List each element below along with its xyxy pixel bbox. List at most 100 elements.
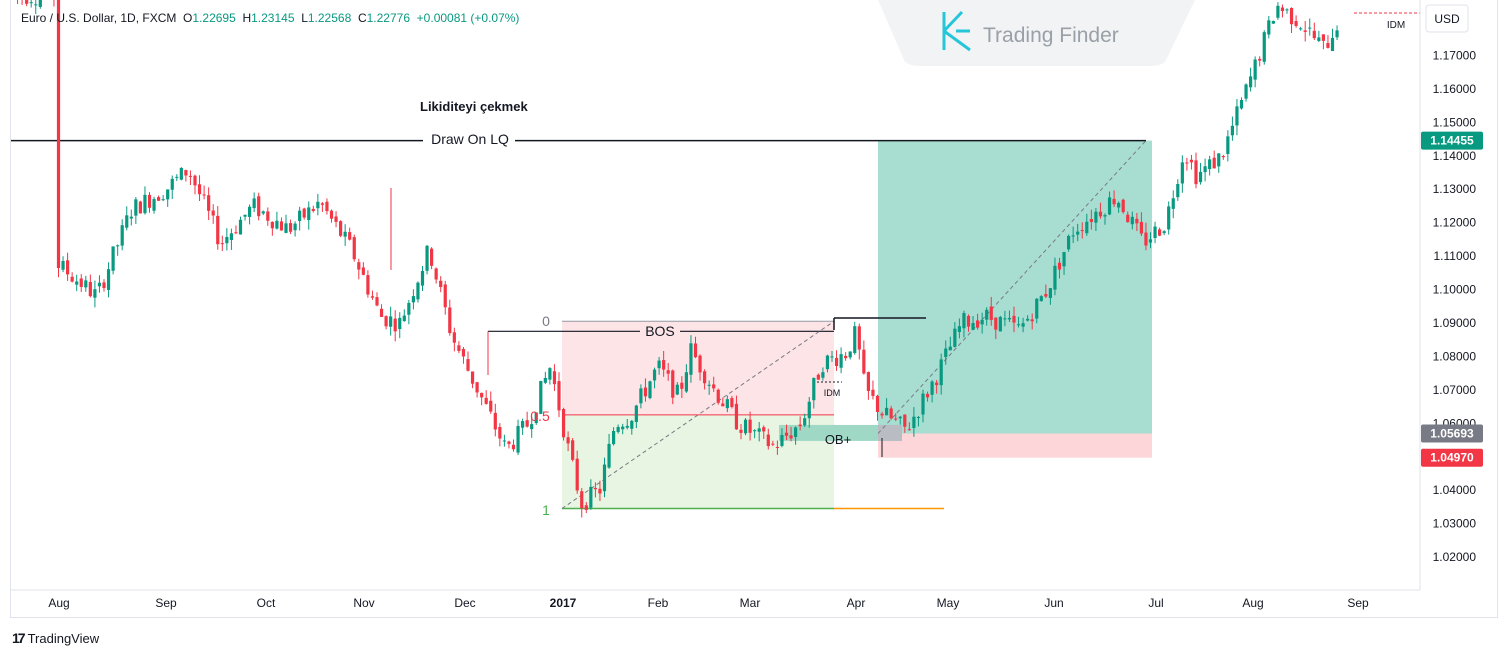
y-tick-label: 1.08000 — [1433, 349, 1477, 363]
candle — [807, 397, 811, 428]
candle-body — [320, 203, 324, 205]
candle — [561, 407, 566, 441]
candle-body — [707, 384, 711, 386]
candle-body — [593, 487, 597, 490]
candle-body — [730, 398, 734, 407]
candle — [1239, 97, 1244, 110]
candle-body — [589, 486, 593, 508]
candle-body — [671, 370, 675, 398]
candle-body — [75, 281, 79, 285]
candle-body — [516, 425, 520, 453]
candle-body — [1021, 323, 1025, 327]
candle-body — [120, 225, 124, 246]
candle — [170, 175, 174, 200]
fib-0-label: 0 — [542, 313, 550, 329]
candle — [261, 210, 265, 216]
candle-body — [930, 381, 934, 395]
candle-body — [561, 409, 566, 438]
candle-body — [125, 215, 129, 228]
candle — [862, 340, 866, 375]
candle — [998, 315, 1002, 332]
candle-body — [721, 403, 725, 407]
candle — [1048, 288, 1052, 305]
candle-body — [430, 248, 434, 266]
candle — [1217, 153, 1221, 173]
tradingview-logo[interactable]: 17 TradingView — [12, 630, 99, 646]
candle-body — [56, 0, 61, 269]
candle — [430, 247, 434, 270]
candle-body — [116, 245, 120, 247]
candle-body — [152, 199, 156, 211]
candle-body — [143, 194, 147, 214]
candle-body — [270, 221, 274, 229]
candle — [225, 228, 229, 251]
candle-body — [953, 328, 957, 347]
y-tick-label: 1.15000 — [1433, 115, 1477, 129]
candle-body — [1135, 218, 1139, 224]
candle — [721, 397, 725, 407]
candle — [671, 369, 675, 405]
candle — [1262, 30, 1266, 65]
candle-body — [348, 232, 352, 240]
candle-body — [739, 429, 743, 433]
candle-body — [84, 280, 88, 288]
candle-body — [220, 243, 224, 245]
y-tick-label: 1.09000 — [1433, 316, 1477, 330]
candle — [1148, 232, 1153, 249]
candle-body — [238, 219, 243, 235]
candle — [957, 318, 961, 339]
y-tick-label: 1.17000 — [1433, 49, 1477, 63]
candle — [434, 267, 438, 284]
candle-body — [234, 232, 238, 234]
candle-body — [1144, 232, 1148, 246]
candle — [625, 418, 629, 430]
candle-body — [757, 428, 761, 432]
x-tick-label: Dec — [454, 596, 475, 610]
candle-body — [97, 282, 102, 287]
candle — [480, 392, 484, 406]
candle-body — [1208, 159, 1212, 170]
candle-body — [357, 262, 361, 270]
candle — [534, 412, 538, 425]
candle-body — [921, 393, 925, 415]
candle — [584, 502, 588, 514]
candle — [743, 417, 748, 436]
candle-body — [566, 437, 570, 444]
candle-body — [789, 435, 793, 439]
stop-loss-zone — [878, 433, 1152, 458]
candle — [1062, 251, 1066, 275]
candle-body — [862, 349, 866, 374]
candle-body — [1148, 239, 1153, 243]
candle — [398, 312, 402, 339]
candle-body — [534, 412, 538, 424]
candle-body — [634, 405, 638, 423]
candle — [507, 440, 511, 449]
candle-body — [498, 427, 502, 439]
candle — [1276, 2, 1280, 20]
candle-body — [466, 359, 470, 371]
candle — [252, 192, 256, 213]
candle — [248, 204, 252, 225]
candle-body — [420, 271, 425, 286]
candle — [53, 0, 55, 7]
candle-body — [475, 382, 479, 393]
candle-body — [193, 175, 197, 186]
candle — [270, 221, 274, 236]
candle — [607, 433, 611, 469]
candle-body — [530, 424, 534, 430]
price-badge-label: 1.04970 — [1430, 451, 1474, 465]
candle-body — [248, 206, 252, 217]
candle-body — [275, 220, 279, 229]
candle — [348, 227, 352, 241]
candle — [652, 367, 657, 389]
candle — [443, 280, 447, 315]
currency-button[interactable] — [1425, 4, 1469, 33]
candle — [102, 279, 106, 292]
candle-body — [871, 389, 875, 396]
candle-body — [1217, 153, 1221, 167]
candle — [1158, 227, 1162, 237]
candle — [1194, 152, 1198, 189]
candle — [343, 224, 347, 246]
candle-body — [598, 488, 602, 494]
